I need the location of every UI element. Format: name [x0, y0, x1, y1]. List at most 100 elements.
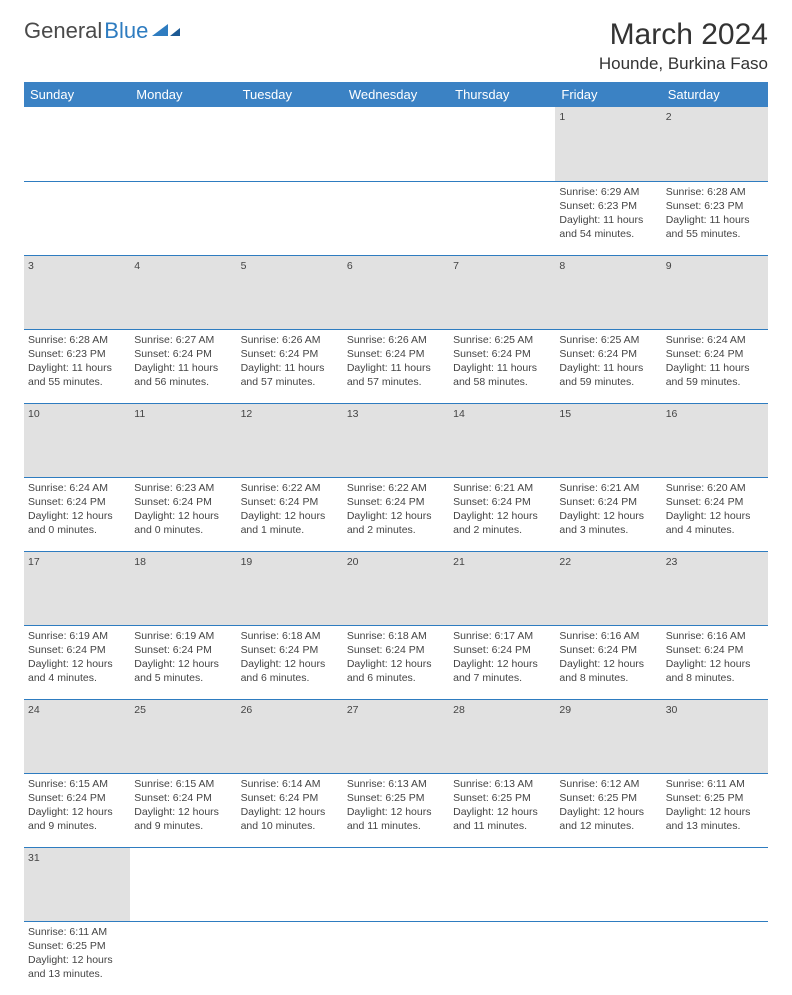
day-cell	[24, 181, 130, 255]
day-cell: Sunrise: 6:18 AMSunset: 6:24 PMDaylight:…	[237, 625, 343, 699]
header: GeneralBlue March 2024 Hounde, Burkina F…	[24, 18, 768, 74]
sunrise-text: Sunrise: 6:12 AM	[559, 777, 657, 791]
day-cell: Sunrise: 6:11 AMSunset: 6:25 PMDaylight:…	[24, 921, 130, 995]
day-number-cell: 2	[662, 107, 768, 181]
day-number-cell: 25	[130, 699, 236, 773]
day-number-cell: 31	[24, 847, 130, 921]
day-cell: Sunrise: 6:13 AMSunset: 6:25 PMDaylight:…	[343, 773, 449, 847]
daylight-text: Daylight: 12 hours and 9 minutes.	[28, 805, 126, 833]
sunrise-text: Sunrise: 6:11 AM	[28, 925, 126, 939]
sunrise-text: Sunrise: 6:28 AM	[28, 333, 126, 347]
sunset-text: Sunset: 6:25 PM	[347, 791, 445, 805]
logo-text-1: General	[24, 18, 102, 44]
sunrise-text: Sunrise: 6:25 AM	[559, 333, 657, 347]
title-block: March 2024 Hounde, Burkina Faso	[599, 18, 768, 74]
day-number-cell	[662, 847, 768, 921]
sunrise-text: Sunrise: 6:15 AM	[134, 777, 232, 791]
day-cell	[130, 921, 236, 995]
logo-flag-icon	[152, 22, 180, 40]
day-number-cell: 23	[662, 551, 768, 625]
sunset-text: Sunset: 6:24 PM	[241, 347, 339, 361]
calendar-table: Sunday Monday Tuesday Wednesday Thursday…	[24, 82, 768, 995]
daylight-text: Daylight: 12 hours and 5 minutes.	[134, 657, 232, 685]
sunrise-text: Sunrise: 6:16 AM	[559, 629, 657, 643]
day-header: Sunday	[24, 82, 130, 107]
daynum-row: 24252627282930	[24, 699, 768, 773]
daylight-text: Daylight: 12 hours and 1 minute.	[241, 509, 339, 537]
week-row: Sunrise: 6:24 AMSunset: 6:24 PMDaylight:…	[24, 477, 768, 551]
daylight-text: Daylight: 12 hours and 13 minutes.	[28, 953, 126, 981]
sunrise-text: Sunrise: 6:17 AM	[453, 629, 551, 643]
sunset-text: Sunset: 6:24 PM	[134, 347, 232, 361]
day-number-cell: 19	[237, 551, 343, 625]
day-number-cell	[343, 107, 449, 181]
day-number-cell: 15	[555, 403, 661, 477]
daylight-text: Daylight: 12 hours and 12 minutes.	[559, 805, 657, 833]
sunset-text: Sunset: 6:23 PM	[666, 199, 764, 213]
day-header: Friday	[555, 82, 661, 107]
sunset-text: Sunset: 6:24 PM	[453, 347, 551, 361]
day-cell: Sunrise: 6:24 AMSunset: 6:24 PMDaylight:…	[24, 477, 130, 551]
day-cell	[449, 921, 555, 995]
day-cell: Sunrise: 6:21 AMSunset: 6:24 PMDaylight:…	[555, 477, 661, 551]
sunset-text: Sunset: 6:25 PM	[453, 791, 551, 805]
day-cell	[343, 181, 449, 255]
sunrise-text: Sunrise: 6:21 AM	[559, 481, 657, 495]
sunset-text: Sunset: 6:24 PM	[28, 643, 126, 657]
sunrise-text: Sunrise: 6:15 AM	[28, 777, 126, 791]
daylight-text: Daylight: 11 hours and 59 minutes.	[666, 361, 764, 389]
sunset-text: Sunset: 6:25 PM	[28, 939, 126, 953]
daylight-text: Daylight: 12 hours and 10 minutes.	[241, 805, 339, 833]
day-cell: Sunrise: 6:24 AMSunset: 6:24 PMDaylight:…	[662, 329, 768, 403]
daylight-text: Daylight: 11 hours and 58 minutes.	[453, 361, 551, 389]
sunrise-text: Sunrise: 6:29 AM	[559, 185, 657, 199]
sunrise-text: Sunrise: 6:11 AM	[666, 777, 764, 791]
day-header: Tuesday	[237, 82, 343, 107]
month-title: March 2024	[599, 18, 768, 52]
day-cell: Sunrise: 6:25 AMSunset: 6:24 PMDaylight:…	[449, 329, 555, 403]
daylight-text: Daylight: 11 hours and 54 minutes.	[559, 213, 657, 241]
daylight-text: Daylight: 12 hours and 0 minutes.	[28, 509, 126, 537]
sunset-text: Sunset: 6:24 PM	[28, 495, 126, 509]
day-number-cell: 4	[130, 255, 236, 329]
day-cell: Sunrise: 6:12 AMSunset: 6:25 PMDaylight:…	[555, 773, 661, 847]
day-cell	[662, 921, 768, 995]
day-cell	[555, 921, 661, 995]
sunset-text: Sunset: 6:24 PM	[347, 347, 445, 361]
sunrise-text: Sunrise: 6:27 AM	[134, 333, 232, 347]
day-header: Saturday	[662, 82, 768, 107]
day-header-row: Sunday Monday Tuesday Wednesday Thursday…	[24, 82, 768, 107]
day-number-cell: 24	[24, 699, 130, 773]
day-number-cell	[130, 847, 236, 921]
daylight-text: Daylight: 12 hours and 2 minutes.	[347, 509, 445, 537]
week-row: Sunrise: 6:29 AMSunset: 6:23 PMDaylight:…	[24, 181, 768, 255]
day-cell: Sunrise: 6:15 AMSunset: 6:24 PMDaylight:…	[24, 773, 130, 847]
sunrise-text: Sunrise: 6:13 AM	[347, 777, 445, 791]
sunrise-text: Sunrise: 6:26 AM	[241, 333, 339, 347]
sunset-text: Sunset: 6:24 PM	[666, 347, 764, 361]
sunrise-text: Sunrise: 6:20 AM	[666, 481, 764, 495]
day-number-cell: 6	[343, 255, 449, 329]
sunrise-text: Sunrise: 6:23 AM	[134, 481, 232, 495]
daynum-row: 31	[24, 847, 768, 921]
sunset-text: Sunset: 6:24 PM	[559, 643, 657, 657]
day-cell: Sunrise: 6:13 AMSunset: 6:25 PMDaylight:…	[449, 773, 555, 847]
sunset-text: Sunset: 6:24 PM	[666, 643, 764, 657]
logo-text-2: Blue	[104, 18, 148, 44]
day-number-cell: 11	[130, 403, 236, 477]
week-row: Sunrise: 6:28 AMSunset: 6:23 PMDaylight:…	[24, 329, 768, 403]
sunset-text: Sunset: 6:24 PM	[559, 495, 657, 509]
week-row: Sunrise: 6:15 AMSunset: 6:24 PMDaylight:…	[24, 773, 768, 847]
daylight-text: Daylight: 12 hours and 9 minutes.	[134, 805, 232, 833]
day-cell: Sunrise: 6:26 AMSunset: 6:24 PMDaylight:…	[343, 329, 449, 403]
day-header: Monday	[130, 82, 236, 107]
daylight-text: Daylight: 12 hours and 13 minutes.	[666, 805, 764, 833]
daylight-text: Daylight: 11 hours and 59 minutes.	[559, 361, 657, 389]
sunrise-text: Sunrise: 6:24 AM	[666, 333, 764, 347]
sunset-text: Sunset: 6:24 PM	[347, 495, 445, 509]
daylight-text: Daylight: 11 hours and 55 minutes.	[666, 213, 764, 241]
sunrise-text: Sunrise: 6:26 AM	[347, 333, 445, 347]
day-number-cell	[449, 847, 555, 921]
sunrise-text: Sunrise: 6:25 AM	[453, 333, 551, 347]
day-header: Thursday	[449, 82, 555, 107]
